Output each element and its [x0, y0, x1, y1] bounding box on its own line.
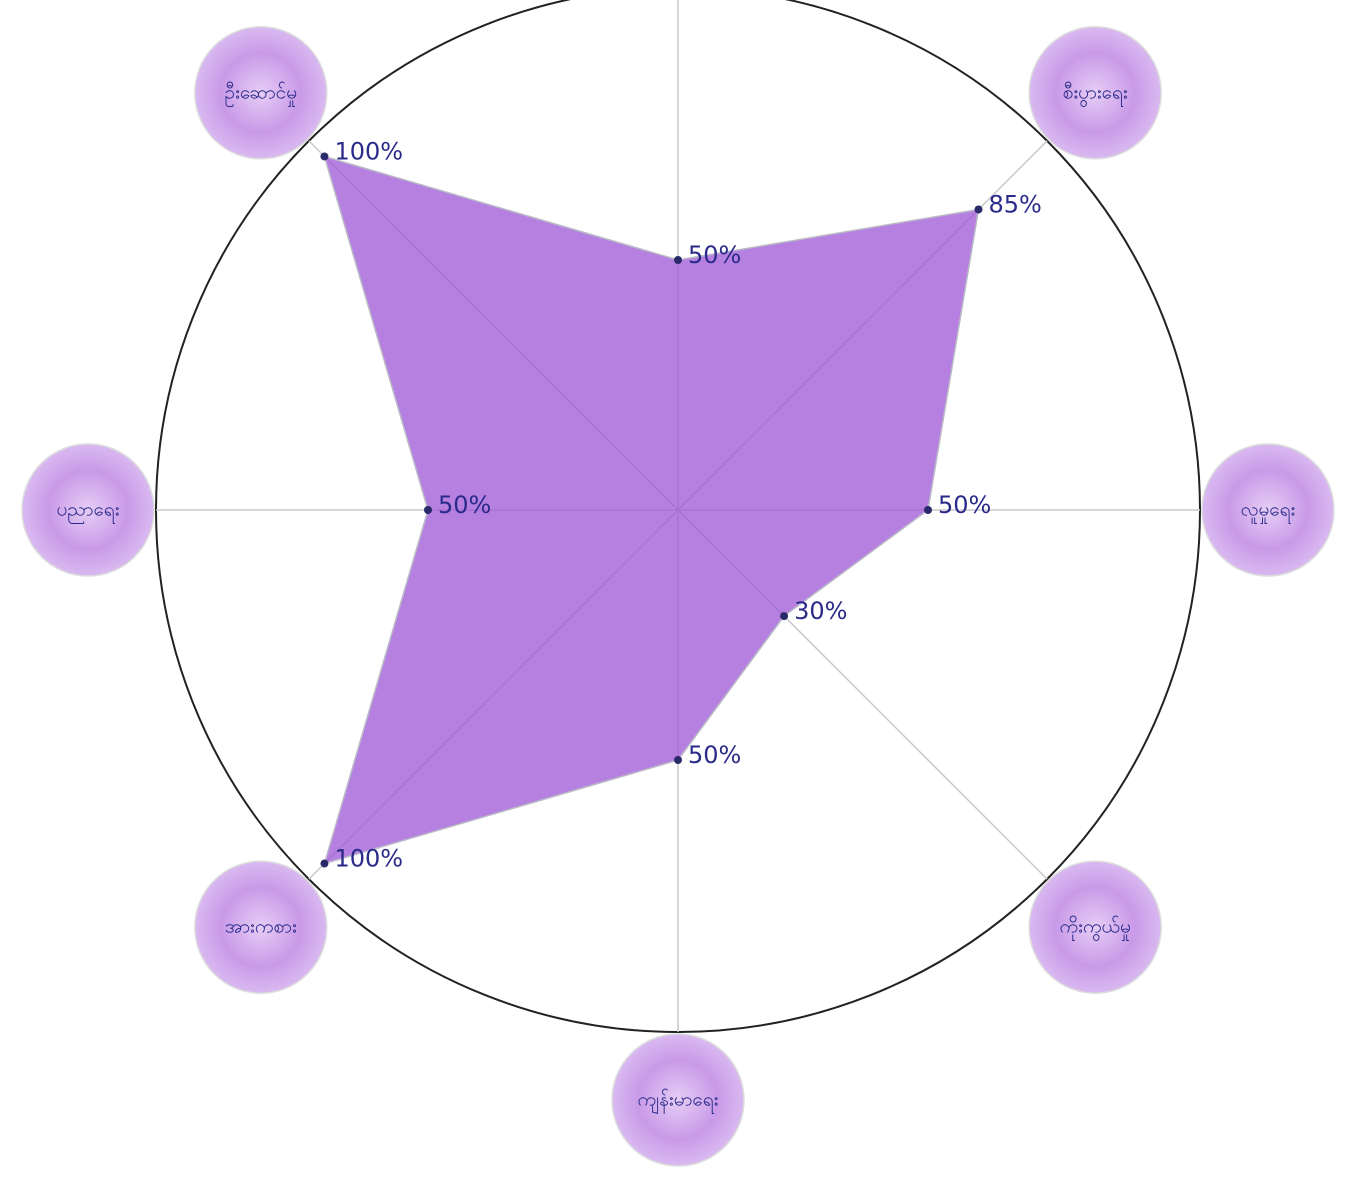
value-label: 100% [334, 845, 403, 873]
data-point [424, 506, 432, 514]
category-badge [1028, 860, 1162, 994]
value-label: 50% [438, 491, 491, 519]
value-label: 50% [938, 491, 991, 519]
category-label: စီးပွားရေး [1063, 80, 1128, 107]
data-point [320, 859, 329, 868]
category-label: ကိုးကွယ်မှု [1060, 915, 1131, 942]
category-label: လူမှုရေး [1241, 499, 1296, 525]
category-label: ဦးဆောင်မှု [225, 80, 298, 107]
data-point [674, 256, 682, 264]
category-badge [1028, 26, 1162, 160]
category-badge [1201, 443, 1335, 577]
value-label: 50% [688, 741, 741, 769]
category-badge [611, 1033, 745, 1167]
data-point [924, 506, 932, 514]
value-label: 30% [794, 597, 847, 625]
value-label: 50% [688, 241, 741, 269]
category-badge [194, 26, 328, 160]
category-badge [194, 860, 328, 994]
category-label: ကျန်းမာရေး [638, 1088, 719, 1115]
value-label: 100% [334, 137, 403, 165]
value-label: 85% [989, 190, 1042, 218]
data-point [320, 152, 329, 161]
category-badge [21, 443, 155, 577]
category-label: အားကစား [225, 916, 297, 938]
data-point [974, 205, 983, 214]
data-point [674, 756, 682, 764]
category-label: ပညာရေး [56, 499, 119, 525]
data-point [780, 612, 789, 621]
